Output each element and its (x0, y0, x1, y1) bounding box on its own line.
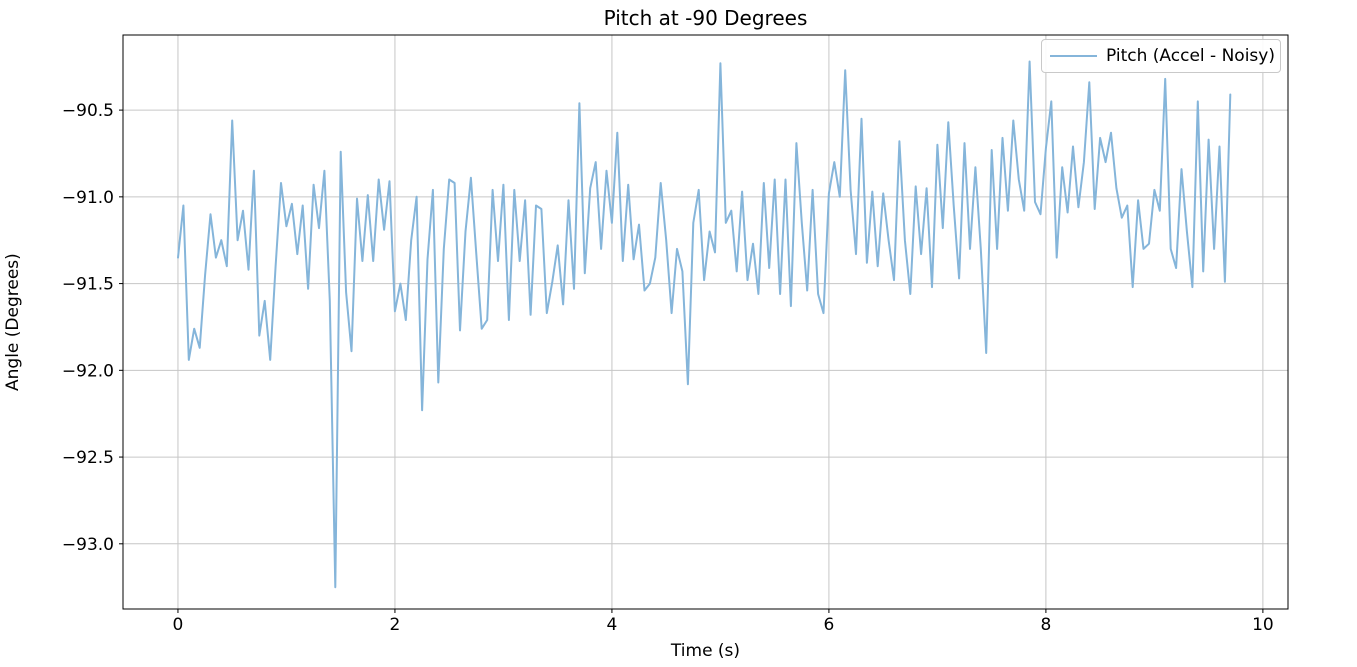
x-tick-label: 4 (607, 615, 618, 635)
x-tick-label: 10 (1252, 615, 1274, 635)
x-tick-label: 2 (390, 615, 401, 635)
y-tick-label: −91.0 (62, 188, 114, 208)
y-tick-label: −92.0 (62, 361, 114, 381)
legend-label: Pitch (Accel - Noisy) (1106, 46, 1275, 66)
data-line (177, 60, 1232, 589)
legend: Pitch (Accel - Noisy) (1041, 39, 1281, 73)
y-tick-label: −93.0 (62, 535, 114, 555)
y-tick-label: −90.5 (62, 101, 114, 121)
x-tick-label: 8 (1040, 615, 1051, 635)
x-tick-label: 6 (823, 615, 834, 635)
y-axis-label: Angle (Degrees) (3, 253, 23, 391)
x-tick-label: 0 (173, 615, 184, 635)
x-axis-label: Time (s) (670, 641, 741, 661)
plot-spine (122, 34, 1289, 610)
chart-title: Pitch at -90 Degrees (603, 6, 808, 30)
y-tick-label: −91.5 (62, 275, 114, 295)
y-tick-label: −92.5 (62, 448, 114, 468)
legend-line-sample-icon (1050, 55, 1097, 57)
